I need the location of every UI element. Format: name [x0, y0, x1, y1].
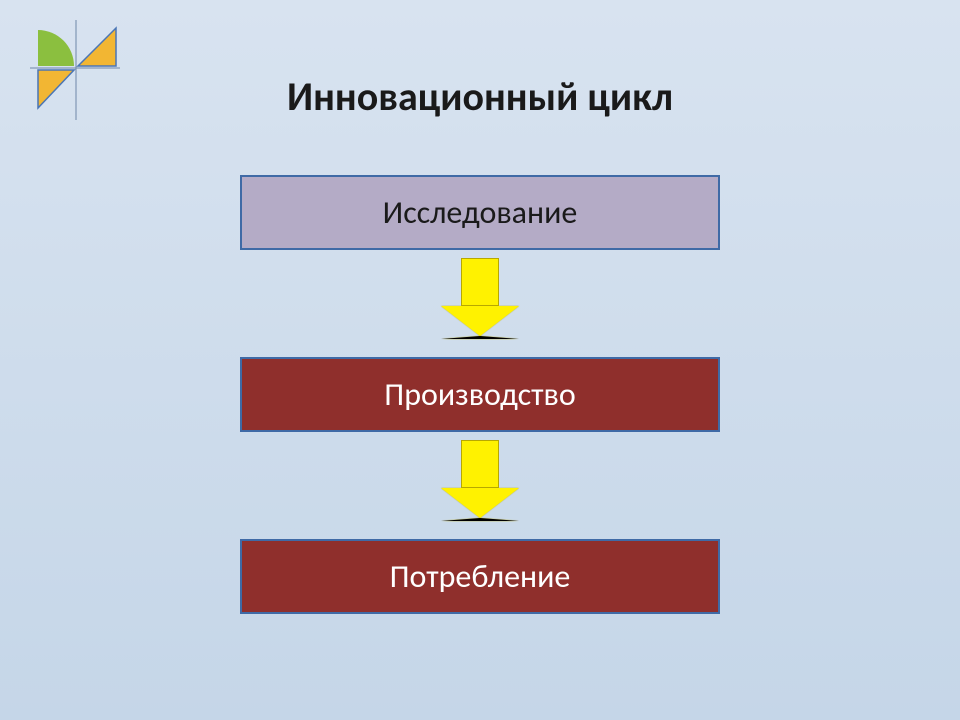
flow-box-3-label: Потребление [390, 557, 571, 596]
arrow-2 [441, 440, 519, 521]
page-title: Инновационный цикл [0, 72, 960, 121]
arrow-1-shaft [461, 258, 499, 306]
flow-box-3: Потребление [240, 539, 720, 614]
arrow-1 [441, 258, 519, 339]
flow-box-2-label: Производство [384, 375, 575, 414]
arrow-1-head [441, 306, 519, 339]
flow-container: Исследование Производство Потребление [240, 175, 720, 614]
arrow-2-shaft [461, 440, 499, 488]
arrow-2-head [441, 488, 519, 521]
flow-box-1: Исследование [240, 175, 720, 250]
flow-box-2: Производство [240, 357, 720, 432]
flow-box-1-label: Исследование [383, 193, 578, 232]
